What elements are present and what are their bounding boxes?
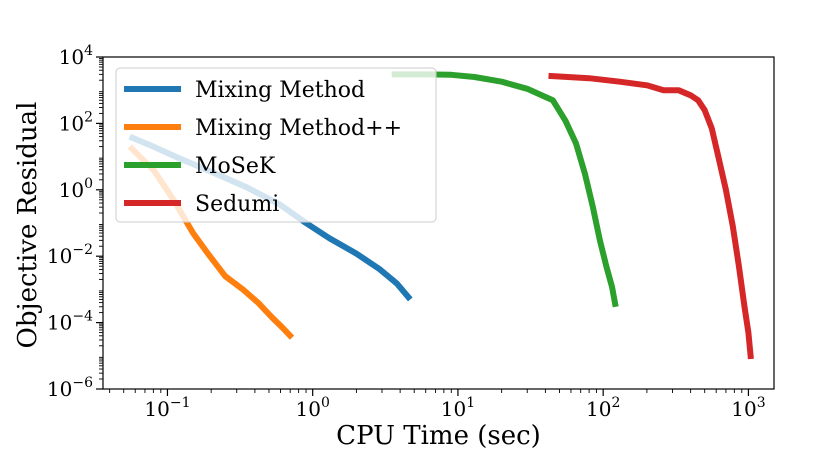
plot-frame (102, 56, 775, 390)
x-tick-label: 100 (296, 395, 330, 421)
legend: Mixing Method Mixing Method++ MoSeK Sedumi (115, 67, 437, 223)
ticks-layer: 10−1 100 101 102 103 10−6 10−4 10−2 100 102 104 (47, 43, 766, 421)
x-tick-label: 10−1 (144, 395, 190, 421)
y-tick-label: 10−6 (47, 375, 93, 401)
y-tick-label: 102 (59, 109, 93, 135)
x-tick-label: 101 (441, 395, 475, 421)
y-tick-label: 10−2 (47, 242, 93, 268)
series-line-mosek (391, 71, 619, 308)
y-tick-label: 104 (59, 43, 93, 69)
legend-label: MoSeK (195, 154, 276, 179)
x-tick-label: 102 (586, 395, 620, 421)
legend-label: Sedumi (195, 192, 279, 217)
series-line-sedumi (548, 72, 754, 360)
legend-label: Mixing Method (195, 78, 365, 103)
x-tick-label: 103 (731, 395, 765, 421)
y-axis-label: Objective Residual (13, 102, 43, 349)
x-axis-label: CPU Time (sec) (336, 421, 541, 451)
y-tick-label: 10−4 (47, 309, 93, 335)
y-tick-label: 100 (59, 176, 93, 202)
legend-label: Mixing Method++ (195, 116, 402, 141)
legend-box (115, 67, 437, 223)
